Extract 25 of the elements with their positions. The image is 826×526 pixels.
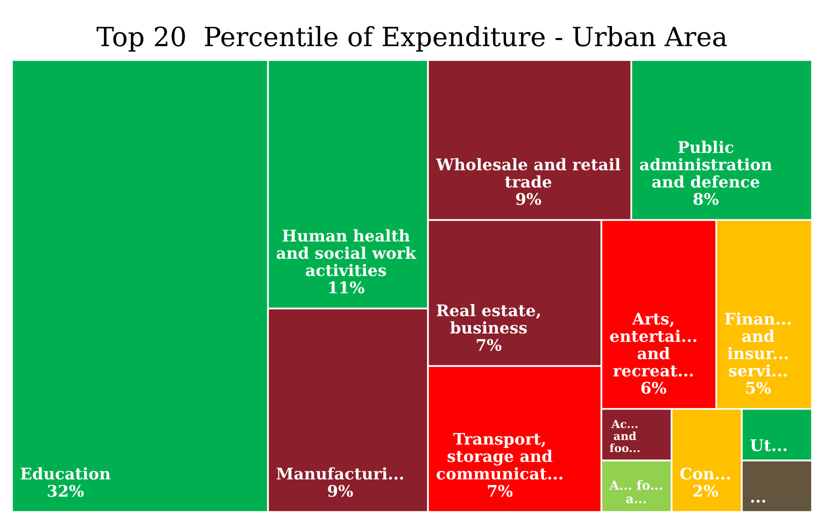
text: Top 20 Percentile of Expenditure - Urban Area bbox=[96, 26, 727, 52]
data-label: 6% bbox=[641, 382, 666, 394]
category-label: Ac... and foo... bbox=[610, 420, 640, 452]
data-label: 7% bbox=[488, 484, 513, 497]
category-label: Real estate, business bbox=[436, 304, 540, 334]
category-label: Transport, storage and communicat... bbox=[436, 432, 562, 480]
data-label: 11% bbox=[329, 281, 364, 294]
category-label: Con... bbox=[680, 468, 730, 480]
data-label: 32% bbox=[48, 484, 84, 497]
category-label: Arts, entertai... and recreat... bbox=[610, 312, 696, 377]
data-label: 7% bbox=[476, 338, 502, 351]
category-label: Finan... and insur... servi... bbox=[725, 312, 791, 377]
data-label: 2% bbox=[693, 484, 718, 497]
data-label: 5% bbox=[746, 382, 771, 394]
category-label: A... fo... a... bbox=[609, 480, 662, 504]
data-label: 9% bbox=[328, 484, 353, 497]
category-label: ... bbox=[751, 500, 766, 503]
category-label: Public administration and defence bbox=[640, 140, 772, 188]
category-label: Manufacturi... bbox=[276, 467, 404, 480]
data-label: 9% bbox=[516, 192, 542, 205]
category-label: Wholesale and retail trade bbox=[436, 158, 620, 188]
data-label: 8% bbox=[693, 192, 719, 205]
category-label: Human health and social work activities bbox=[276, 229, 416, 276]
category-label: Ut... bbox=[750, 439, 786, 452]
category-label: Education bbox=[20, 467, 110, 480]
